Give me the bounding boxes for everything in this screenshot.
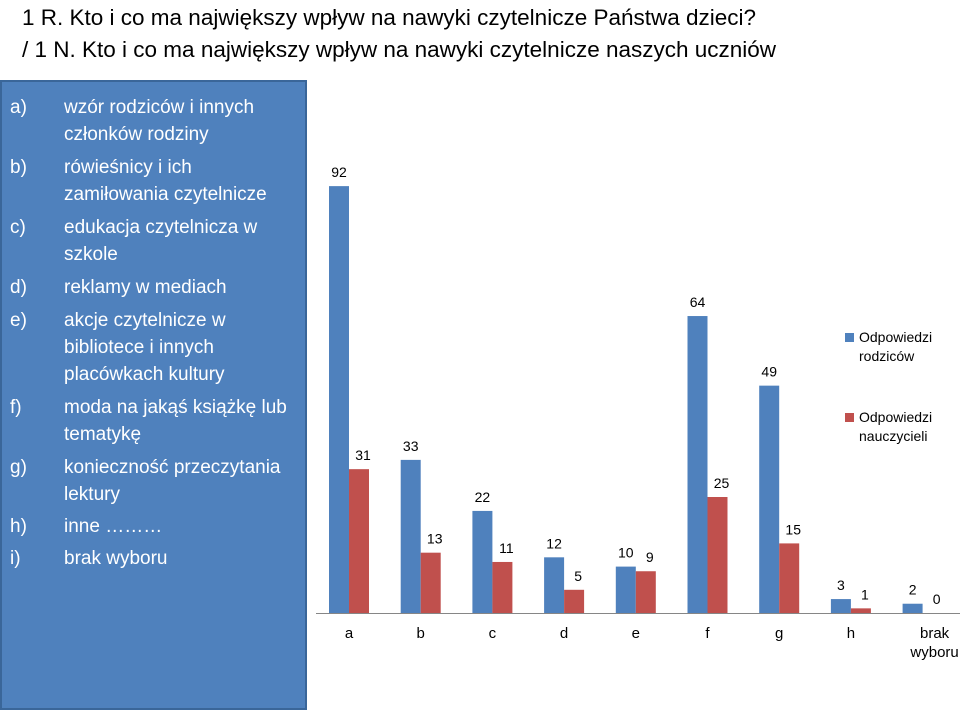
x-tick-label-8-0: brak xyxy=(920,625,950,642)
x-tick-label-8-1: wyboru xyxy=(909,644,958,661)
bar-parents-0 xyxy=(329,186,349,613)
bar-teachers-6 xyxy=(779,543,800,613)
bar-teachers-4 xyxy=(635,571,656,613)
bar-teachers-5 xyxy=(707,497,728,613)
bar-teachers-0 xyxy=(349,469,369,613)
bar-teachers-3 xyxy=(564,589,585,613)
bar-teachers-2 xyxy=(492,561,513,613)
option-text: wzór rodziców i innych członków rodziny xyxy=(64,97,255,145)
data-label-parents-2: 22 xyxy=(475,489,491,505)
option-text: moda na jakąś książkę lub tematykę xyxy=(64,397,287,445)
option-letter: f) xyxy=(10,397,22,418)
answer-options-panel: a) wzór rodziców i innych członków rodzi… xyxy=(0,80,307,710)
legend-label-1-1: nauczycieli xyxy=(859,428,927,444)
title-line-2: / 1 N. Kto i co ma największy wpływ na n… xyxy=(22,37,777,62)
legend-swatch-1 xyxy=(845,413,854,422)
option-letter: i) xyxy=(10,548,21,569)
option-text: edukacja czytelnicza w szkole xyxy=(64,217,258,265)
data-label-teachers-1: 13 xyxy=(427,531,443,547)
data-label-parents-8: 2 xyxy=(909,582,917,598)
data-label-teachers-7: 1 xyxy=(861,586,869,602)
bar-parents-3 xyxy=(544,557,565,613)
bar-parents-1 xyxy=(400,459,421,613)
bar-parents-7 xyxy=(830,599,851,613)
title-block: 1 R. Kto i co ma największy wpływ na naw… xyxy=(22,2,952,66)
data-label-teachers-5: 25 xyxy=(714,475,730,491)
bar-teachers-1 xyxy=(420,552,441,613)
option-text: akcje czytelnicze w bibliotece i innych … xyxy=(64,310,226,385)
option-text: inne ……… xyxy=(64,516,163,537)
data-label-parents-6: 49 xyxy=(761,364,777,380)
chart-area: 92 33 22 12 10 64 49 3 2 31 13 11 5 9 25 15 1 0 a b c d e f g h br… xyxy=(314,80,960,710)
data-label-teachers-3: 5 xyxy=(574,568,582,584)
option-text: reklamy w mediach xyxy=(64,277,227,298)
x-tick-label-4: e xyxy=(632,625,640,642)
option-letter: b) xyxy=(10,157,27,178)
data-label-parents-4: 10 xyxy=(618,545,634,561)
bar-parents-5 xyxy=(687,316,708,613)
option-text: brak wyboru xyxy=(64,548,168,569)
legend-label-0-1: rodziców xyxy=(859,348,915,364)
x-tick-label-7: h xyxy=(847,625,855,642)
option-letter: h) xyxy=(10,516,27,537)
data-label-teachers-4: 9 xyxy=(646,549,654,565)
x-tick-label-1: b xyxy=(417,625,425,642)
bar-parents-4 xyxy=(615,566,636,613)
x-tick-label-2: c xyxy=(489,625,497,642)
data-label-parents-5: 64 xyxy=(690,294,706,310)
option-letter: a) xyxy=(10,97,27,118)
title-line-1: 1 R. Kto i co ma największy wpływ na naw… xyxy=(22,5,757,30)
legend-label-0-0: Odpowiedzi xyxy=(859,329,932,345)
option-letter: c) xyxy=(10,217,26,238)
x-tick-label-3: d xyxy=(560,625,568,642)
legend-swatch-0 xyxy=(845,333,854,342)
data-label-parents-0: 92 xyxy=(331,164,347,180)
data-label-parents-3: 12 xyxy=(546,535,562,551)
option-letter: g) xyxy=(10,457,27,478)
x-tick-label-6: g xyxy=(775,625,783,642)
bar-teachers-7 xyxy=(850,608,871,613)
option-letter: e) xyxy=(10,310,27,331)
bar-parents-2 xyxy=(472,510,493,613)
option-text: konieczność przeczytania lektury xyxy=(64,457,281,505)
option-text: rówieśnicy i ich zamiłowania czytelnicze xyxy=(64,157,267,205)
data-label-teachers-0: 31 xyxy=(355,447,371,463)
x-tick-label-5: f xyxy=(705,625,710,642)
bar-parents-8 xyxy=(902,603,923,613)
data-label-parents-1: 33 xyxy=(403,438,419,454)
x-tick-label-0: a xyxy=(345,625,354,642)
data-label-teachers-2: 11 xyxy=(499,540,514,556)
bar-parents-6 xyxy=(759,385,780,613)
data-label-parents-7: 3 xyxy=(837,577,845,593)
option-letter: d) xyxy=(10,277,27,298)
data-label-teachers-6: 15 xyxy=(785,521,801,537)
data-label-teachers-8: 0 xyxy=(933,591,941,607)
legend-label-1-0: Odpowiedzi xyxy=(859,409,932,425)
